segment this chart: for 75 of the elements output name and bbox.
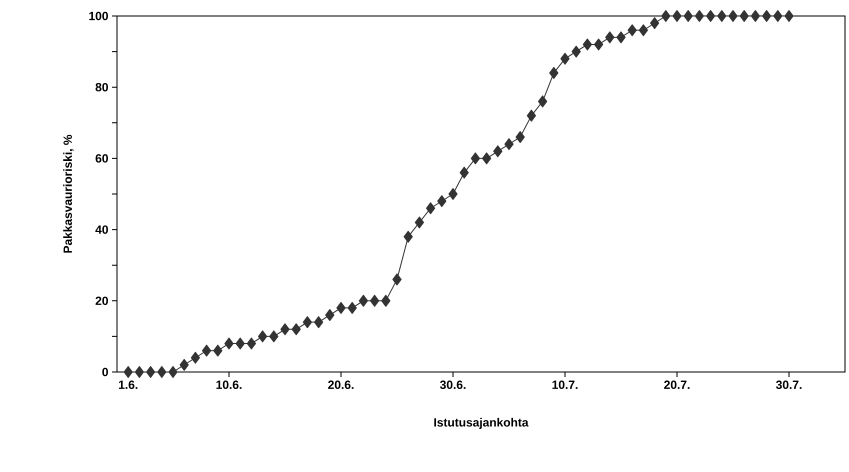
- point: [236, 338, 245, 350]
- point: [246, 338, 256, 350]
- point: [538, 95, 548, 108]
- point: [146, 366, 156, 378]
- point: [314, 316, 324, 328]
- point: [493, 145, 502, 158]
- point: [572, 46, 581, 58]
- y-tick-label: 20: [96, 296, 108, 306]
- y-tick-label: 100: [89, 12, 108, 20]
- point: [348, 302, 357, 314]
- point: [594, 38, 604, 50]
- point: [784, 10, 794, 22]
- point: [258, 330, 268, 342]
- point: [750, 10, 760, 22]
- point: [213, 344, 222, 357]
- point: [717, 10, 726, 22]
- point: [381, 294, 390, 307]
- x-axis-title: Istutusajankohta: [434, 418, 529, 429]
- point: [157, 366, 166, 378]
- point: [616, 31, 626, 44]
- point: [694, 10, 704, 22]
- y-axis-title: Pakkasvaurioriski, %: [63, 134, 74, 253]
- point: [336, 302, 346, 314]
- y-tick-label: 40: [95, 225, 108, 234]
- point: [448, 188, 458, 200]
- point: [728, 10, 738, 22]
- point: [560, 52, 570, 65]
- point: [202, 344, 212, 357]
- x-tick-label: 20.6.: [328, 380, 354, 389]
- point: [437, 195, 446, 208]
- y-tick-label: 0: [102, 368, 108, 376]
- x-tick-label: 10.6.: [216, 380, 242, 389]
- point: [280, 323, 290, 336]
- x-tick-label: 10.7.: [552, 380, 578, 389]
- y-tick-label: 60: [96, 154, 108, 163]
- point: [325, 309, 334, 322]
- point: [672, 10, 682, 22]
- point: [638, 24, 648, 36]
- point: [516, 131, 525, 144]
- y-tick-label: 80: [96, 82, 108, 92]
- point: [224, 338, 234, 350]
- point: [168, 366, 178, 378]
- point: [426, 202, 436, 214]
- point: [134, 366, 144, 378]
- point: [661, 10, 670, 22]
- point: [392, 273, 402, 286]
- point: [404, 230, 413, 243]
- point: [124, 366, 133, 378]
- point: [706, 10, 716, 22]
- point: [526, 110, 536, 122]
- point: [549, 66, 558, 79]
- point: [605, 31, 614, 44]
- x-tick-label: 1.6.: [118, 380, 138, 389]
- point: [358, 294, 368, 307]
- point: [414, 216, 424, 228]
- point: [504, 138, 514, 150]
- point: [740, 10, 749, 22]
- point: [773, 10, 782, 22]
- point: [460, 166, 469, 179]
- point: [180, 358, 189, 371]
- x-tick-label: 30.7.: [776, 380, 802, 390]
- point: [292, 323, 301, 336]
- point: [470, 152, 480, 164]
- x-tick-label: 30.6.: [440, 380, 466, 390]
- point: [482, 152, 492, 164]
- point: [190, 352, 200, 364]
- point: [762, 10, 772, 22]
- point: [582, 38, 592, 50]
- point: [302, 316, 312, 328]
- x-tick-label: 20.7.: [664, 380, 690, 389]
- point: [628, 24, 637, 36]
- point: [269, 330, 278, 342]
- point: [650, 17, 660, 30]
- point: [370, 294, 380, 307]
- point: [684, 10, 693, 22]
